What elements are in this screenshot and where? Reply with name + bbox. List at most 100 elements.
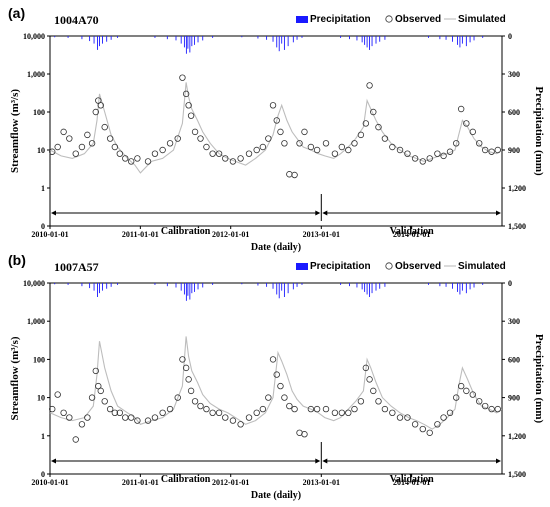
observed-point xyxy=(419,158,426,165)
observed-point xyxy=(362,120,370,127)
x-axis-label: Date (daily) xyxy=(251,490,301,501)
observed-point xyxy=(440,152,447,160)
observed-point xyxy=(237,421,244,428)
observed-point xyxy=(203,143,210,151)
calibration-arrow-head-right xyxy=(315,458,321,464)
observed-point xyxy=(469,391,476,398)
observed-point xyxy=(174,135,181,142)
observed-point xyxy=(49,405,56,413)
observed-point xyxy=(179,356,186,363)
observed-point xyxy=(446,148,454,155)
validation-arrow-head-right xyxy=(496,458,501,464)
x-tick-label: 2010-01-01 xyxy=(31,230,68,239)
observed-point xyxy=(351,405,358,413)
observed-point xyxy=(481,402,489,410)
legend-precipitation: Precipitation xyxy=(310,261,371,272)
y2-axis-label: Precipitation (mm) xyxy=(533,334,545,424)
observed-point xyxy=(54,143,61,151)
observed-point xyxy=(375,398,382,405)
observed-point xyxy=(345,146,352,154)
observed-point xyxy=(370,387,377,395)
y2-tick-label: 1,200 xyxy=(508,184,526,193)
observed-point xyxy=(209,150,216,157)
observed-point xyxy=(488,405,495,413)
observed-point xyxy=(426,155,433,162)
observed-point xyxy=(122,155,129,162)
observed-point xyxy=(446,409,454,417)
observed-point xyxy=(92,108,99,116)
observed-point xyxy=(97,387,104,395)
observed-point xyxy=(453,140,460,147)
y2-tick-label: 600 xyxy=(508,108,520,117)
observed-point xyxy=(134,155,141,162)
observed-point xyxy=(494,405,501,413)
calibration-label: Calibration xyxy=(161,226,211,237)
observed-point xyxy=(434,150,441,157)
calibration-arrow-head-left xyxy=(51,458,56,464)
observed-point xyxy=(345,409,352,417)
y2-tick-label: 900 xyxy=(508,146,520,155)
panel-label: (b) xyxy=(8,252,26,268)
observed-point xyxy=(494,146,501,154)
observed-point xyxy=(488,148,495,155)
observed-point xyxy=(88,140,96,147)
observed-point xyxy=(209,409,216,417)
y2-tick-label: 0 xyxy=(508,279,512,288)
observed-point xyxy=(187,112,195,119)
observed-point xyxy=(476,140,483,147)
panel-b: (b) 1007A57 0 1 10 100 1,000 10,000 0 300 600 900 1,… xyxy=(8,252,545,501)
observed-point xyxy=(370,108,377,116)
observed-point xyxy=(179,74,186,81)
observed-point xyxy=(106,405,114,413)
observed-point xyxy=(144,158,152,165)
x-tick-label: 2012-01-01 xyxy=(212,230,249,239)
x-tick-label: 2014-01-01 xyxy=(393,230,430,239)
observed-point xyxy=(151,414,159,421)
observed-point xyxy=(481,146,489,154)
observed-point xyxy=(127,414,135,421)
calibration-label: Calibration xyxy=(161,474,211,485)
observed-point xyxy=(366,82,373,89)
observed-point xyxy=(404,150,411,157)
observed-point xyxy=(197,135,204,142)
observed-point xyxy=(338,143,346,151)
observed-point xyxy=(375,123,382,131)
x-tick-label: 2011-01-01 xyxy=(122,230,159,239)
observed-point xyxy=(101,398,108,405)
simulated-line xyxy=(49,336,503,430)
observed-point xyxy=(362,364,370,372)
observed-point xyxy=(396,146,404,154)
observed-point xyxy=(291,171,298,179)
observed-point xyxy=(222,155,229,162)
observed-point xyxy=(457,382,465,390)
observed-point xyxy=(269,102,277,109)
observed-point xyxy=(286,402,293,410)
observed-point xyxy=(88,394,96,401)
observed-point xyxy=(381,135,389,142)
observed-point xyxy=(277,382,284,390)
validation-label: Validation xyxy=(390,474,435,485)
observed-point xyxy=(222,414,229,421)
observed-point xyxy=(313,405,321,413)
legend-precipitation: Precipitation xyxy=(310,14,371,25)
observed-point xyxy=(476,398,483,405)
y2-axis-label: Precipitation (mm) xyxy=(533,86,545,176)
observed-point xyxy=(301,128,308,136)
observed-point xyxy=(307,143,315,151)
observed-point xyxy=(463,387,470,395)
observed-point xyxy=(182,364,190,372)
observed-point xyxy=(159,146,166,154)
observed-point xyxy=(338,409,346,417)
validation-arrow-head-left xyxy=(322,458,328,464)
y2-tick-label: 300 xyxy=(508,70,520,79)
observed-point xyxy=(197,402,204,410)
observed-point xyxy=(277,128,284,136)
observed-point xyxy=(97,102,104,109)
observed-point xyxy=(286,171,293,178)
observed-point xyxy=(166,405,174,413)
station-label: 1004A70 xyxy=(54,13,99,27)
observed-point xyxy=(101,123,108,131)
observed-point xyxy=(253,146,260,154)
observed-point xyxy=(273,371,280,378)
